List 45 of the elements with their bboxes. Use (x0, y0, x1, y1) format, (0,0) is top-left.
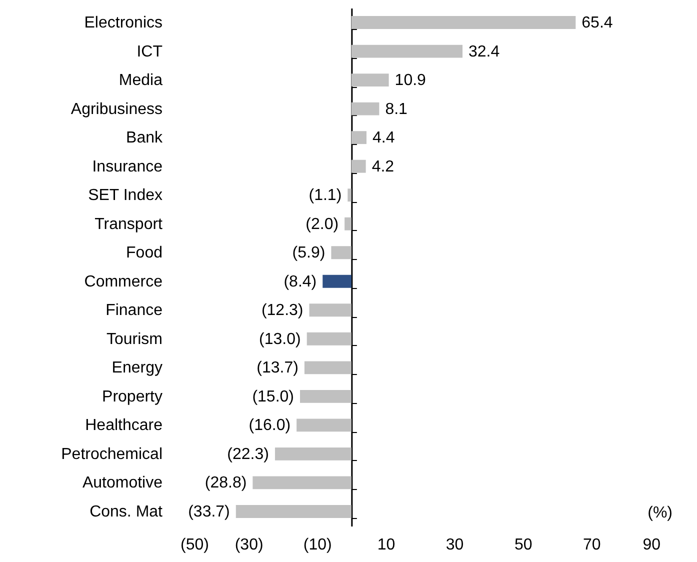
x-axis-title: (%) (648, 504, 672, 522)
x-tick-label: 30 (446, 536, 464, 554)
y-tick-label: Automotive (82, 474, 163, 492)
data-label: (12.3) (261, 302, 304, 320)
y-tick-label: Insurance (92, 158, 163, 176)
y-tick-label: Electronics (84, 14, 162, 32)
data-label: 8.1 (385, 100, 408, 118)
y-tick-label: Cons. Mat (90, 503, 164, 520)
y-tick-label: Petrochemical (61, 446, 162, 463)
y-tick-label: Commerce (84, 273, 163, 290)
data-label: 10.9 (394, 72, 426, 90)
data-label: (22.3) (227, 446, 269, 463)
y-tick-label: Media (118, 72, 163, 90)
y-tick-label: ICT (136, 43, 163, 60)
x-tick-label: (50) (180, 536, 209, 554)
data-label: (5.9) (292, 244, 326, 262)
y-tick-label: Food (126, 244, 162, 262)
data-label: (13.7) (256, 360, 298, 377)
x-tick-label: 50 (514, 536, 532, 554)
y-tick-label: Finance (106, 302, 163, 320)
data-label: (15.0) (252, 388, 294, 406)
x-tick-label: (10) (303, 536, 332, 554)
data-label: (1.1) (308, 187, 342, 204)
data-label: (33.7) (188, 503, 230, 520)
y-tick-label: Tourism (106, 330, 162, 348)
y-tick-label: SET Index (88, 187, 162, 204)
x-tick-label: (30) (234, 536, 264, 554)
y-tick-label: Bank (126, 130, 164, 147)
data-label: 4.2 (372, 158, 394, 176)
data-label: (8.4) (284, 273, 317, 290)
data-label: (13.0) (259, 330, 301, 348)
data-label: (16.0) (248, 417, 291, 434)
x-tick-label: 10 (377, 536, 396, 554)
data-label: (28.8) (204, 474, 247, 492)
y-tick-label: Agribusiness (70, 100, 162, 118)
y-tick-label: Energy (112, 360, 162, 377)
y-tick-label: Transport (94, 216, 164, 233)
data-label: (2.0) (306, 216, 339, 233)
y-tick-label: Property (102, 388, 162, 406)
data-label: 65.4 (582, 14, 613, 32)
x-tick-label: 90 (642, 536, 661, 554)
data-label: 4.4 (372, 130, 395, 147)
data-label: 32.4 (468, 43, 500, 60)
x-tick-label: 70 (583, 536, 601, 554)
y-tick-label: Healthcare (85, 417, 163, 434)
